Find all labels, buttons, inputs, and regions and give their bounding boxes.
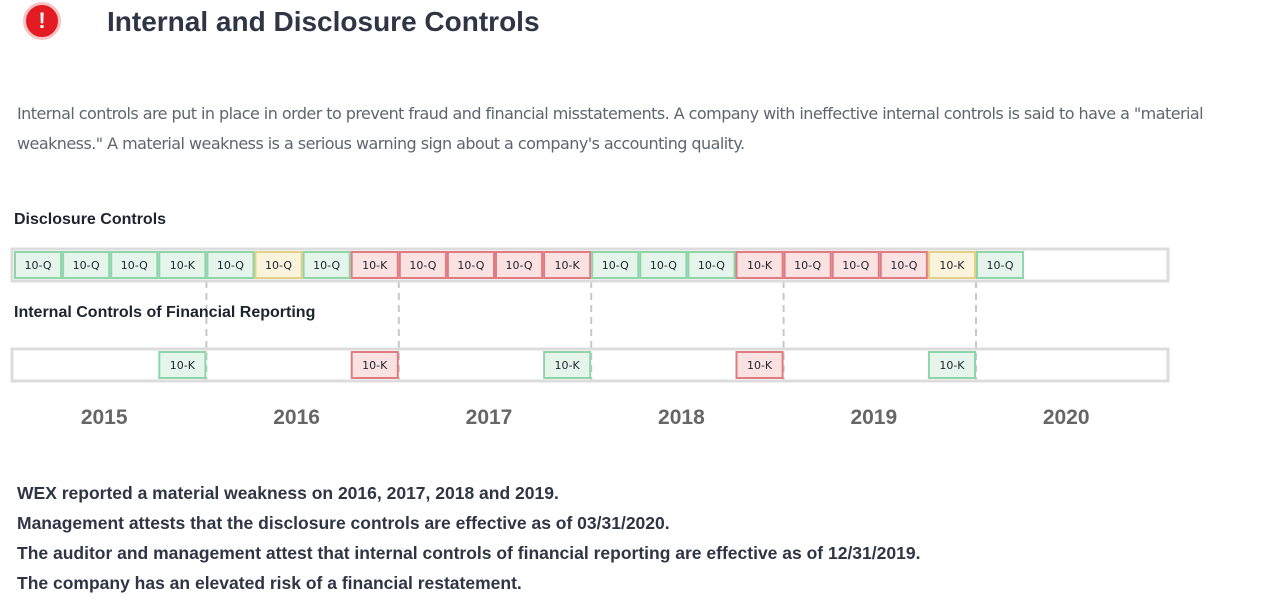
year-label: 2019 [850, 406, 897, 429]
filing-type-label: 10-Q [602, 259, 629, 272]
filing-cell[interactable]: 10-Q [446, 251, 495, 279]
filing-cell[interactable]: 10-K [927, 351, 977, 379]
filing-type-label: 10-Q [409, 259, 436, 272]
filing-type-label: 10-K [555, 359, 581, 372]
filing-type-label: 10-K [555, 259, 581, 272]
year-label: 2018 [658, 406, 705, 429]
filing-cell[interactable]: 10-Q [398, 251, 447, 279]
year-label: 2016 [273, 406, 320, 429]
filing-type-label: 10-Q [265, 259, 292, 272]
year-label: 2015 [81, 406, 128, 429]
page-title: Internal and Disclosure Controls [107, 6, 540, 37]
filing-cell-box [398, 251, 447, 279]
filing-cell-box [927, 351, 977, 379]
disclosure-controls-label: Disclosure Controls [14, 211, 166, 228]
filing-type-label: 10-K [362, 259, 388, 272]
filing-type-label: 10-K [170, 359, 196, 372]
filing-type-label: 10-K [939, 359, 965, 372]
icfr-label: Internal Controls of Financial Reporting [14, 304, 315, 321]
summary-line: The auditor and management attest that i… [17, 543, 921, 563]
filing-cell-box [14, 251, 63, 279]
filing-cell-box [158, 251, 207, 279]
filing-cell-box [927, 251, 977, 279]
filing-type-label: 10-Q [73, 259, 100, 272]
year-label: 2017 [466, 406, 513, 429]
filing-cell[interactable]: 10-Q [62, 251, 111, 279]
filing-cell[interactable]: 10-K [927, 251, 977, 279]
filing-cell[interactable]: 10-Q [495, 251, 544, 279]
filing-cell[interactable]: 10-Q [254, 251, 303, 279]
filing-cell-box [543, 351, 592, 379]
filing-cell-box [976, 251, 1025, 279]
filing-cell[interactable]: 10-Q [783, 251, 832, 279]
filing-type-label: 10-Q [842, 259, 869, 272]
filing-type-label: 10-Q [890, 259, 917, 272]
filing-cell[interactable]: 10-Q [976, 251, 1025, 279]
summary-line: Management attests that the disclosure c… [17, 513, 670, 533]
filing-cell[interactable]: 10-K [543, 351, 592, 379]
filing-cell[interactable]: 10-K [350, 351, 399, 379]
intro-text: Internal controls are put in place in or… [17, 104, 1204, 153]
filing-type-label: 10-Q [457, 259, 484, 272]
filing-cell-box [543, 251, 592, 279]
filing-cell[interactable]: 10-Q [14, 251, 63, 279]
summary-block: WEX reported a material weakness on 2016… [17, 478, 1277, 598]
filing-cell-box [206, 251, 255, 279]
filing-cell-box [687, 251, 736, 279]
filing-cell-box [591, 251, 640, 279]
filing-cell[interactable]: 10-Q [879, 251, 928, 279]
filing-cell[interactable]: 10-K [158, 251, 207, 279]
filing-type-label: 10-Q [650, 259, 677, 272]
filing-type-label: 10-Q [794, 259, 821, 272]
summary-line: The company has an elevated risk of a fi… [17, 573, 522, 593]
filing-cell[interactable]: 10-K [543, 251, 592, 279]
filing-cell-box [783, 251, 832, 279]
summary-line: WEX reported a material weakness on 2016… [17, 483, 559, 503]
filing-type-label: 10-K [939, 259, 965, 272]
filing-cell[interactable]: 10-K [735, 251, 784, 279]
year-label: 2020 [1043, 406, 1090, 429]
filing-cell[interactable]: 10-Q [687, 251, 736, 279]
filing-cell-box [158, 351, 207, 379]
filing-cell-box [62, 251, 111, 279]
filing-type-label: 10-K [170, 259, 196, 272]
filing-type-label: 10-K [747, 359, 773, 372]
filing-cell-box [735, 351, 784, 379]
filing-type-label: 10-Q [987, 259, 1014, 272]
filing-type-label: 10-K [362, 359, 388, 372]
filing-cell[interactable]: 10-K [735, 351, 784, 379]
filing-cell-box [879, 251, 928, 279]
filing-cell-box [254, 251, 303, 279]
filing-type-label: 10-K [747, 259, 773, 272]
filing-cell[interactable]: 10-Q [591, 251, 640, 279]
filing-type-label: 10-Q [698, 259, 725, 272]
filing-cell-box [735, 251, 784, 279]
filing-cell[interactable]: 10-Q [831, 251, 880, 279]
filing-type-label: 10-Q [25, 259, 52, 272]
filing-cell[interactable]: 10-K [158, 351, 207, 379]
alert-icon: ! [23, 2, 61, 40]
filing-cell[interactable]: 10-Q [206, 251, 255, 279]
filing-type-label: 10-Q [313, 259, 340, 272]
filing-cell-box [495, 251, 544, 279]
filing-cell[interactable]: 10-K [350, 251, 399, 279]
filing-cell[interactable]: 10-Q [302, 251, 351, 279]
filing-cell-box [110, 251, 159, 279]
filing-cell-box [639, 251, 688, 279]
filing-cell[interactable]: 10-Q [639, 251, 688, 279]
filing-cell-box [446, 251, 495, 279]
filing-cell-box [350, 351, 399, 379]
filing-type-label: 10-Q [506, 259, 533, 272]
filing-type-label: 10-Q [217, 259, 244, 272]
filing-cell[interactable]: 10-Q [110, 251, 159, 279]
filing-type-label: 10-Q [121, 259, 148, 272]
filing-cell-box [302, 251, 351, 279]
filing-cell-box [831, 251, 880, 279]
filing-cell-box [350, 251, 399, 279]
